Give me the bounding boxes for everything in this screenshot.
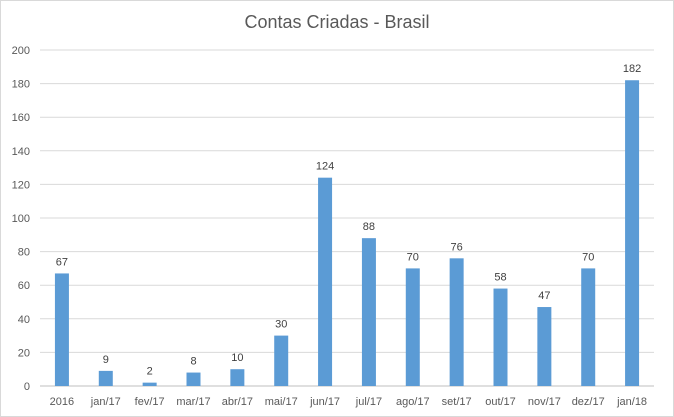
y-tick-label: 120	[12, 179, 30, 191]
data-label: 30	[275, 319, 287, 331]
data-label: 76	[451, 241, 463, 253]
y-tick-label: 80	[18, 247, 30, 259]
x-tick-label: mar/17	[176, 396, 210, 408]
x-tick-label: jun/17	[309, 396, 340, 408]
y-tick-label: 140	[12, 146, 30, 158]
x-tick-label: jul/17	[355, 396, 382, 408]
bar	[405, 268, 420, 386]
x-tick-label: fev/17	[135, 396, 165, 408]
data-label: 182	[623, 63, 641, 75]
bar	[274, 335, 289, 386]
x-tick-label: 2016	[50, 396, 74, 408]
data-labels: 67 9 2 8 10 30 124 88 70 76 58 47 70 182	[56, 63, 641, 377]
data-label: 124	[316, 161, 334, 173]
gridlines	[40, 49, 654, 387]
bar	[54, 273, 69, 386]
bar	[625, 80, 640, 387]
data-label: 67	[56, 256, 68, 268]
bar	[230, 369, 245, 386]
data-label: 9	[103, 354, 109, 366]
y-tick-label: 20	[18, 347, 30, 359]
x-tick-label: dez/17	[572, 396, 605, 408]
bars	[54, 80, 640, 387]
x-axis: 2016 jan/17 fev/17 mar/17 abr/17 mai/17 jun/17…	[50, 396, 647, 408]
bar	[449, 258, 464, 386]
data-label: 10	[231, 352, 243, 364]
bar	[493, 288, 508, 386]
y-tick-label: 60	[18, 280, 30, 292]
y-axis: 0 20 40 60 80 100 120 140 160 180 200	[12, 45, 30, 393]
data-label: 58	[494, 272, 506, 284]
x-tick-label: jan/18	[616, 396, 647, 408]
bar	[537, 307, 552, 386]
chart-title: Contas Criadas - Brasil	[244, 12, 430, 32]
y-tick-label: 160	[12, 112, 30, 124]
bar	[361, 238, 376, 386]
x-tick-label: nov/17	[528, 396, 561, 408]
y-tick-label: 40	[18, 314, 30, 326]
y-tick-label: 180	[12, 79, 30, 91]
bar	[318, 177, 333, 386]
data-label: 2	[147, 366, 153, 378]
y-tick-label: 100	[12, 213, 30, 225]
x-tick-label: out/17	[485, 396, 516, 408]
y-tick-label: 0	[24, 381, 30, 393]
x-tick-label: mai/17	[265, 396, 298, 408]
x-tick-label: set/17	[442, 396, 472, 408]
data-label: 88	[363, 221, 375, 233]
data-label: 47	[538, 290, 550, 302]
data-label: 70	[407, 251, 419, 263]
bar	[142, 382, 157, 386]
bar	[186, 372, 201, 386]
x-tick-label: ago/17	[396, 396, 430, 408]
data-label: 8	[190, 356, 196, 368]
y-tick-label: 200	[12, 45, 30, 57]
x-tick-label: abr/17	[222, 396, 253, 408]
data-label: 70	[582, 251, 594, 263]
x-tick-label: jan/17	[90, 396, 121, 408]
bar	[581, 268, 596, 386]
bar	[98, 370, 113, 386]
